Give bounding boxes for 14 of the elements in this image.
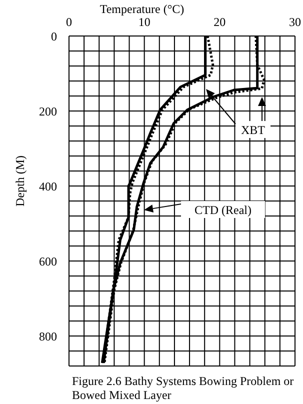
y-tick-label: 200: [39, 104, 57, 118]
y-tick-label: 400: [39, 179, 57, 194]
x-tick-label: 0: [66, 15, 72, 29]
x-tick-label: 30: [289, 15, 301, 29]
x-tick-label: 10: [138, 15, 150, 29]
y-tick-label: 0: [51, 29, 57, 44]
y-tick-label: 800: [39, 329, 57, 344]
annotation: XBT: [241, 123, 266, 137]
annotation: CTD (Real): [194, 203, 252, 217]
x-axis-title: Temperature (°C): [100, 2, 184, 16]
y-axis-title: Depth (M): [13, 156, 27, 206]
x-tick-label: 20: [214, 15, 226, 29]
caption: Figure 2.6 Bathy Systems Bowing Problem or Bowed Mixed Layer: [72, 374, 295, 402]
y-tick-label: 600: [39, 254, 57, 268]
